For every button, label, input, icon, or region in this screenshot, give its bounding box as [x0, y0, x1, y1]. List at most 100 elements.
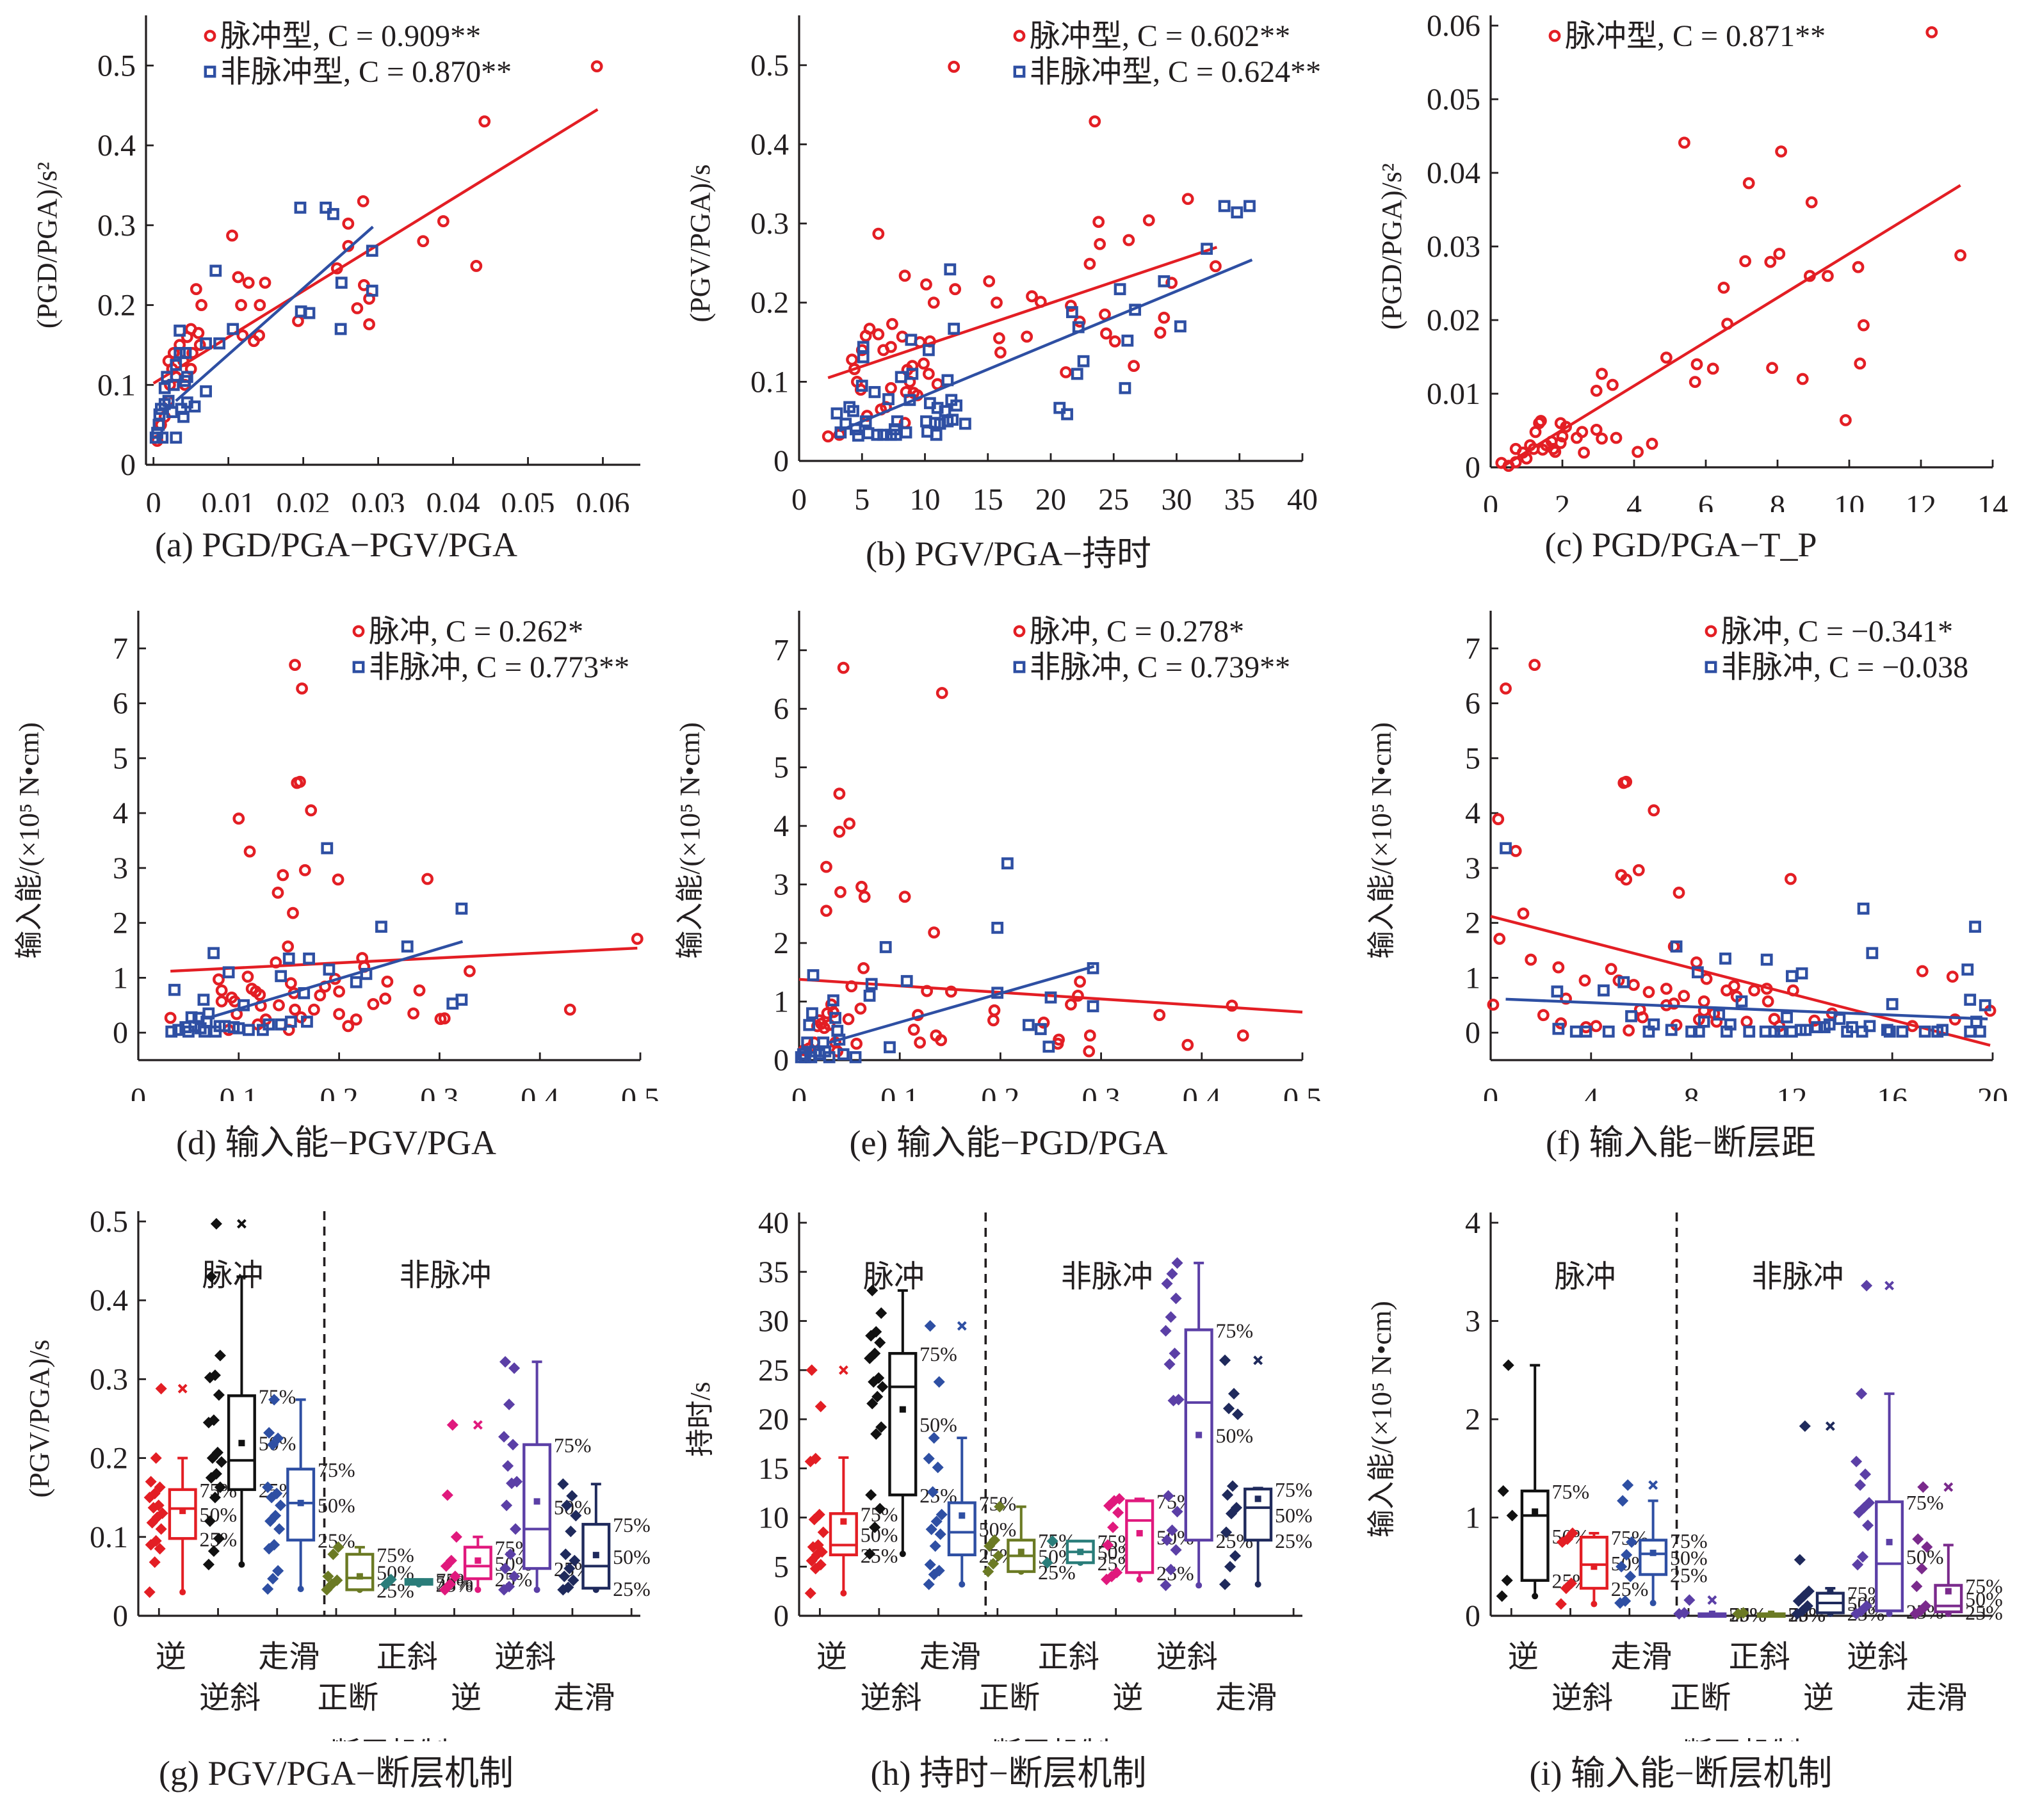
data-point	[213, 973, 225, 986]
data-point	[1964, 994, 1977, 1006]
y-tick-label: 4	[1465, 1206, 1480, 1240]
data-point	[510, 1523, 522, 1535]
data-point	[1678, 990, 1690, 1003]
whisker-min	[474, 1586, 482, 1593]
data-point	[1773, 248, 1786, 260]
data-point	[243, 845, 256, 858]
series-pulse	[1495, 26, 1966, 472]
box-mean	[416, 1579, 423, 1586]
outlier-marker	[957, 1321, 967, 1331]
y-tick-label: 0.04	[1427, 156, 1480, 190]
data-point	[1785, 873, 1797, 885]
data-point	[1692, 1026, 1705, 1038]
data-point	[1921, 1541, 1933, 1553]
x-tick-label: 0.2	[320, 1082, 359, 1101]
data-point	[1560, 421, 1572, 433]
data-point	[226, 229, 238, 242]
data-point	[1858, 319, 1870, 332]
data-point	[1625, 1010, 1637, 1022]
data-point	[200, 337, 212, 350]
fit-line	[175, 225, 374, 402]
y-axis-title: 持时/s	[684, 1381, 716, 1456]
data-point	[948, 323, 960, 335]
data-point	[253, 329, 266, 342]
x-tick-label: 0	[146, 487, 161, 512]
data-point	[1226, 999, 1238, 1012]
y-tick-label: 0.05	[1427, 83, 1480, 117]
category-label: 逆斜	[494, 1640, 556, 1674]
data-point	[949, 283, 962, 296]
data-point	[931, 401, 944, 414]
data-point	[1683, 1594, 1696, 1606]
x-tick-label: 15	[973, 483, 1003, 512]
data-point	[275, 970, 288, 983]
data-point	[924, 1559, 936, 1571]
chart-caption: (i) 输入能−断层机制	[1529, 1754, 1833, 1792]
data-point	[850, 1037, 863, 1050]
box-mean	[238, 1440, 245, 1447]
data-point	[1528, 659, 1541, 672]
box-7: 75%50%25%	[1909, 1481, 2003, 1624]
series-nonpulse	[1500, 842, 1991, 1038]
data-point	[177, 410, 190, 423]
data-point	[1866, 947, 1879, 960]
data-point	[1881, 1024, 1893, 1036]
data-point	[1174, 320, 1187, 333]
y-tick-label: 0	[113, 1016, 128, 1050]
data-point	[455, 902, 468, 915]
box-iqr	[888, 1351, 918, 1497]
data-point	[232, 271, 245, 284]
data-point	[914, 1036, 927, 1049]
x-axis-title: 断层机制	[1683, 1737, 1801, 1741]
data-point	[569, 1554, 581, 1566]
data-point	[1925, 26, 1938, 38]
data-point	[1764, 255, 1777, 268]
data-point	[327, 207, 339, 220]
data-point	[242, 277, 255, 289]
x-tick-label: 0.3	[1082, 1082, 1121, 1101]
box-0: 75%50%25%	[1496, 1359, 1589, 1602]
box-iqr	[1579, 1536, 1608, 1590]
data-point	[1071, 367, 1083, 380]
whisker-min	[899, 1550, 906, 1558]
whisker-min	[1649, 1600, 1657, 1607]
x-tick-label: 16	[1877, 1082, 1908, 1101]
data-point	[1121, 334, 1134, 347]
data-point	[1100, 327, 1112, 340]
data-point	[1617, 976, 1630, 988]
data-point	[1697, 995, 1710, 1008]
data-point	[1163, 1358, 1176, 1371]
y-tick-label: 0.2	[90, 1442, 128, 1476]
data-point	[991, 296, 1003, 309]
data-point	[150, 1452, 162, 1464]
x-tick-label: 14	[1977, 489, 2008, 512]
data-point	[1166, 1268, 1178, 1280]
x-tick-label: 12	[1906, 489, 1936, 512]
data-point	[1154, 326, 1167, 339]
data-point	[1606, 378, 1619, 391]
data-point	[164, 1011, 177, 1024]
data-point	[263, 1018, 275, 1031]
data-point	[950, 399, 963, 412]
legend-label: 非脉冲型, C = 0.870**	[220, 55, 512, 89]
data-point	[155, 1523, 167, 1535]
data-point	[1053, 401, 1066, 414]
data-point	[875, 1307, 887, 1319]
data-point	[421, 873, 433, 885]
percentile-label: 75%	[1906, 1491, 1944, 1514]
data-point	[1556, 430, 1569, 443]
data-point	[1487, 998, 1500, 1011]
category-label: 逆斜	[860, 1681, 921, 1715]
data-point	[1735, 995, 1748, 1008]
data-point	[847, 405, 859, 417]
percentile-label: 50%	[613, 1545, 651, 1568]
series-pulse	[822, 60, 1222, 443]
data-point	[413, 984, 426, 997]
category-label: 逆斜	[1156, 1640, 1218, 1674]
x-tick-label: 0.4	[521, 1082, 559, 1101]
legend-label: 非脉冲, C = 0.773**	[369, 650, 629, 684]
data-point	[1034, 1023, 1047, 1035]
x-tick-label: 0.05	[501, 487, 555, 512]
data-point	[1181, 1038, 1194, 1051]
